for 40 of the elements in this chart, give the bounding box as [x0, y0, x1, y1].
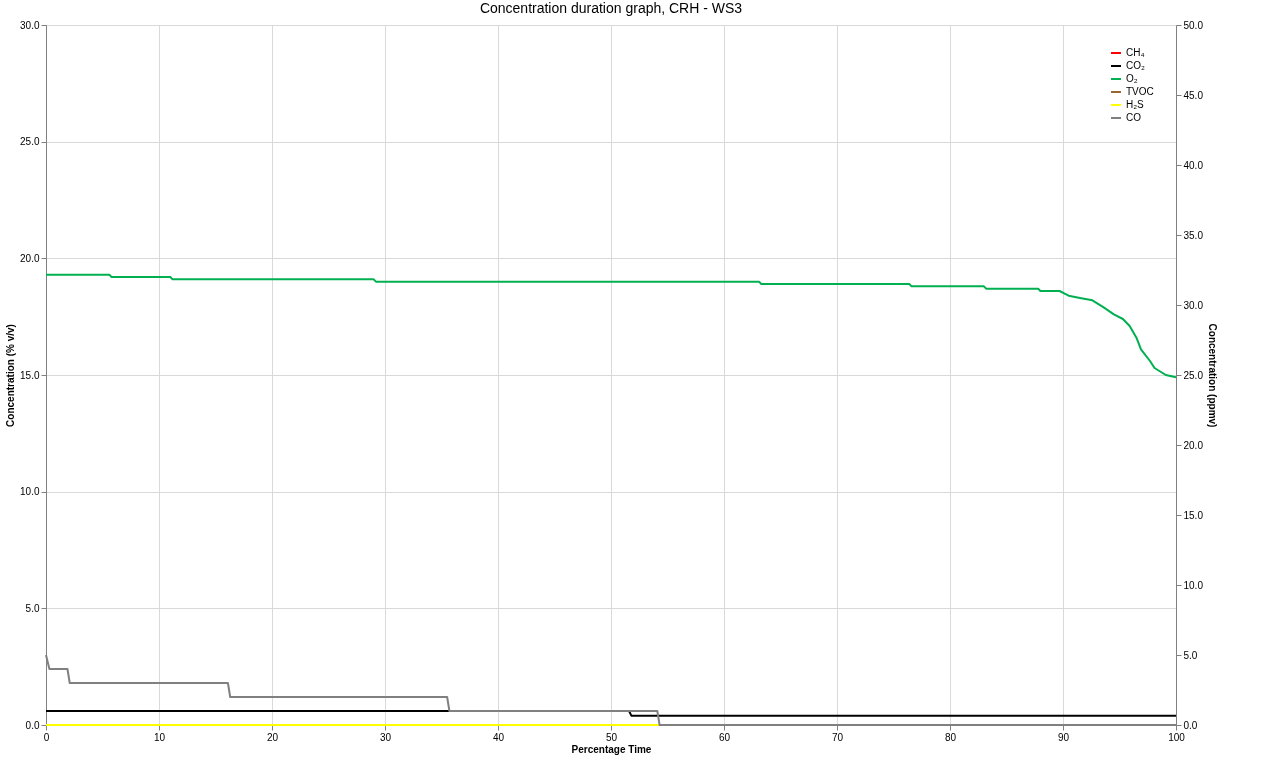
y-axis-title: Concentration (% v/v) — [5, 324, 17, 427]
legend-label: CO₂ — [1126, 60, 1145, 71]
x-tick-label: 0 — [43, 731, 50, 743]
x-tick-label: 100 — [1168, 731, 1186, 743]
x-axis-title: Percentage Time — [571, 743, 652, 755]
x-tick-label: 60 — [718, 731, 731, 743]
chart-title: Concentration duration graph, CRH - WS3 — [479, 0, 743, 16]
legend-label: CO — [1126, 112, 1142, 123]
y-tick-label: 0.0 — [25, 719, 40, 731]
legend-label: H₂S — [1126, 99, 1145, 110]
legend-label: O₂ — [1126, 73, 1138, 84]
line-series — [45, 273, 1177, 379]
y-tick-label: 30.0 — [20, 19, 40, 31]
legend-label: TVOC — [1126, 86, 1154, 97]
legend-label: CH₄ — [1126, 47, 1145, 58]
y-tick-label: 15.0 — [20, 369, 40, 381]
x-tick-label: 10 — [153, 731, 166, 743]
x-tick-label: 30 — [379, 731, 392, 743]
x-tick-label: 80 — [944, 731, 957, 743]
y-tick-label: 10.0 — [20, 486, 40, 498]
y2-tick-label: 0.0 — [1183, 719, 1198, 731]
x-tick-label: 20 — [266, 731, 279, 743]
y2-tick-label: 5.0 — [1183, 649, 1198, 661]
y2-tick-label: 25.0 — [1183, 369, 1204, 381]
y2-axis-title: Concentration (ppmv) — [1206, 323, 1218, 428]
y-tick-label: 25.0 — [20, 136, 40, 148]
y2-tick-label: 10.0 — [1183, 579, 1204, 591]
y2-tick-label: 40.0 — [1183, 159, 1204, 171]
y-tick-label: 5.0 — [25, 602, 40, 614]
y2-tick-label: 35.0 — [1183, 229, 1204, 241]
x-tick-label: 40 — [492, 731, 505, 743]
y2-tick-label: 50.0 — [1183, 19, 1204, 31]
y2-tick-label: 15.0 — [1183, 509, 1204, 521]
y2-tick-label: 45.0 — [1183, 89, 1204, 101]
x-tick-label: 90 — [1057, 731, 1070, 743]
x-tick-label: 70 — [831, 731, 844, 743]
y2-tick-label: 30.0 — [1183, 299, 1204, 311]
y-tick-label: 20.0 — [20, 252, 40, 264]
x-tick-label: 50 — [605, 731, 618, 743]
y2-tick-label: 20.0 — [1183, 439, 1204, 451]
